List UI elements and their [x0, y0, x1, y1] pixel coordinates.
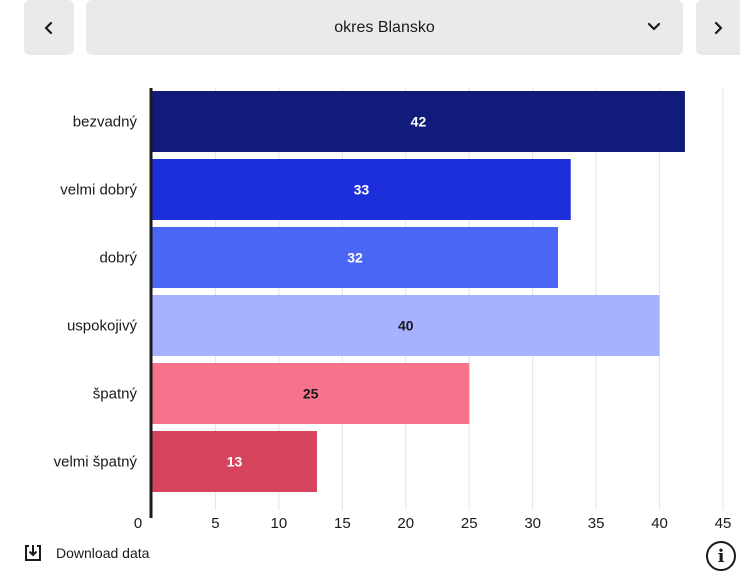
- bar-value-label: 42: [411, 114, 427, 130]
- bar: [152, 431, 317, 492]
- region-select-value: okres Blansko: [334, 19, 435, 36]
- bar-value-label: 40: [398, 318, 414, 334]
- x-tick-label: 40: [651, 515, 668, 532]
- x-tick-labels: 0 5 10 15 20 25 30 35 40 45: [134, 515, 732, 532]
- bars: 42 33 32 40 25 13: [152, 91, 685, 492]
- download-icon: [25, 545, 41, 561]
- x-tick-label: 45: [715, 515, 732, 532]
- bar-value-label: 13: [227, 454, 243, 470]
- bar-chart: 42 33 32 40 25 13 bezvadný velmi dobrý dobrý usp…: [54, 88, 732, 532]
- category-labels: bezvadný velmi dobrý dobrý uspokojivý špatný…: [54, 114, 138, 471]
- previous-button[interactable]: [24, 0, 74, 55]
- x-tick-label: 0: [134, 515, 142, 532]
- category-label: velmi špatný: [54, 454, 138, 471]
- category-label: bezvadný: [73, 114, 138, 131]
- chevron-right-icon: [714, 21, 723, 34]
- x-tick-label: 20: [397, 515, 414, 532]
- bar: [152, 227, 559, 288]
- category-label: dobrý: [99, 250, 137, 267]
- bar-value-label: 32: [347, 250, 363, 266]
- chevron-down-icon: [647, 22, 661, 31]
- chevron-left-icon: [44, 21, 53, 34]
- x-tick-label: 5: [211, 515, 219, 532]
- category-label: uspokojivý: [67, 318, 138, 335]
- category-label: špatný: [93, 386, 138, 403]
- x-tick-label: 25: [461, 515, 478, 532]
- bar-value-label: 33: [354, 182, 370, 198]
- x-tick-label: 10: [271, 515, 288, 532]
- info-icon[interactable]: i: [706, 541, 736, 571]
- region-select[interactable]: okres Blansko: [86, 0, 683, 55]
- next-button[interactable]: [696, 0, 740, 55]
- category-label: velmi dobrý: [60, 182, 137, 199]
- x-tick-label: 30: [524, 515, 541, 532]
- bar: [152, 91, 685, 152]
- bar: [152, 295, 660, 356]
- download-data-label: Download data: [56, 545, 150, 561]
- bar-value-label: 25: [303, 386, 319, 402]
- download-data-link[interactable]: Download data: [24, 544, 149, 562]
- x-tick-label: 15: [334, 515, 351, 532]
- bar: [152, 363, 470, 424]
- bar: [152, 159, 571, 220]
- x-tick-label: 35: [588, 515, 605, 532]
